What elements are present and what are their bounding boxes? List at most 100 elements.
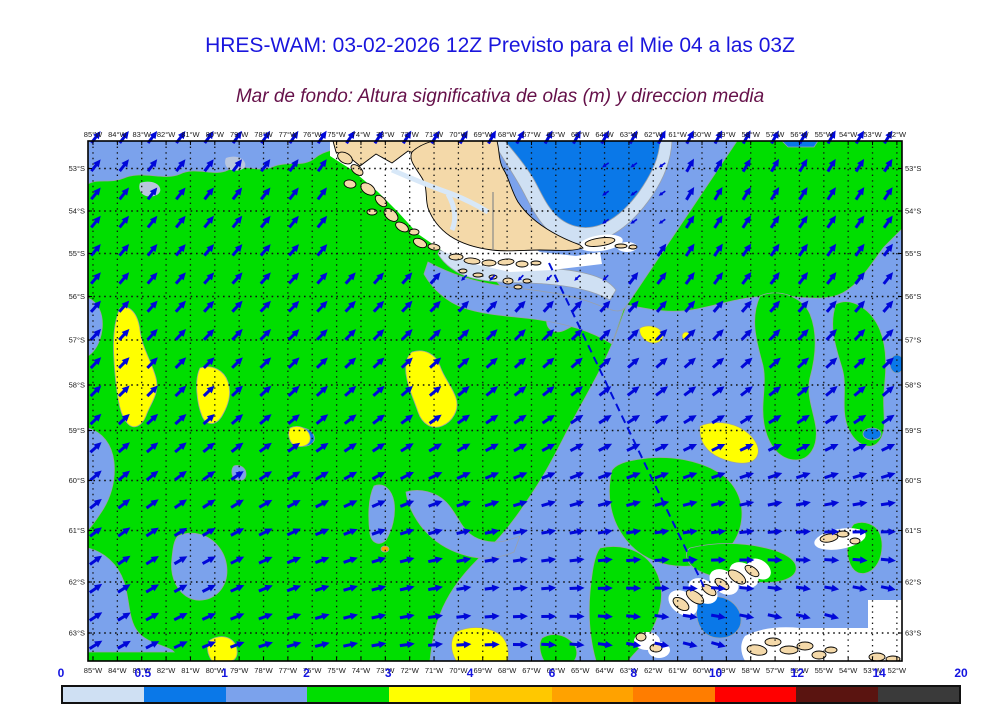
lon-label-top: 64°W bbox=[595, 130, 614, 139]
wave-arrow-head bbox=[264, 499, 273, 507]
wave-arrow-head bbox=[775, 556, 783, 564]
wave-arrow-head bbox=[491, 556, 500, 564]
wave-arrow-head bbox=[321, 641, 330, 649]
wave-arrow-head bbox=[377, 528, 387, 536]
lon-label-bottom: 81°W bbox=[181, 666, 200, 675]
wave-arrow-head bbox=[774, 584, 783, 592]
lon-label-bottom: 77°W bbox=[279, 666, 298, 675]
wave-arrow-head bbox=[235, 471, 244, 479]
colorbar-segment bbox=[796, 687, 878, 702]
wave-arrow-head bbox=[574, 329, 583, 337]
lon-label-top: 54°W bbox=[839, 130, 858, 139]
wave-arrow-head bbox=[405, 471, 414, 479]
wave-arrow-head bbox=[716, 357, 725, 366]
wave-arrow-head bbox=[518, 386, 527, 394]
wave-arrow-head bbox=[263, 272, 271, 281]
island bbox=[463, 257, 481, 265]
wave-arrow-head bbox=[178, 442, 187, 450]
colorbar-segment bbox=[63, 687, 145, 702]
lon-label-top: 52°W bbox=[888, 130, 907, 139]
island bbox=[727, 569, 747, 585]
wave-arrow-head bbox=[746, 500, 755, 508]
wave-arrow-head bbox=[178, 499, 188, 507]
island bbox=[383, 208, 399, 222]
wave-zone-3-4m bbox=[113, 306, 158, 428]
wave-arrow-head bbox=[547, 472, 556, 479]
wave-arrow-head bbox=[744, 386, 753, 394]
wave-arrow-head bbox=[378, 612, 387, 620]
colorbar-segment bbox=[877, 687, 959, 702]
colorbar-segment bbox=[470, 687, 552, 702]
colorbar-segment bbox=[714, 687, 797, 702]
lat-label-right: 58°S bbox=[905, 381, 921, 390]
wave-arrow-head bbox=[463, 612, 472, 620]
wave-arrow-head bbox=[687, 271, 695, 281]
lon-label-top: 57°W bbox=[766, 130, 785, 139]
lon-label-bottom: 72°W bbox=[400, 666, 419, 675]
wave-arrow-head bbox=[234, 329, 243, 337]
wave-arrow-head bbox=[93, 555, 103, 563]
wave-arrow-head bbox=[150, 555, 159, 564]
wave-arrow-head bbox=[687, 130, 694, 139]
wave-arrow-head bbox=[857, 130, 864, 139]
wave-arrow-head bbox=[602, 191, 607, 196]
wave-arrow-head bbox=[432, 130, 440, 139]
lon-label-top: 71°W bbox=[425, 130, 444, 139]
wave-arrow-head bbox=[93, 215, 101, 224]
lon-label-top: 72°W bbox=[400, 130, 419, 139]
island bbox=[849, 537, 861, 545]
wave-arrow-head bbox=[718, 528, 727, 536]
wave-arrow-head bbox=[828, 130, 836, 139]
wave-arrow-head bbox=[573, 130, 581, 139]
island bbox=[744, 564, 760, 578]
island bbox=[408, 228, 420, 236]
wave-arrow-head bbox=[433, 414, 442, 422]
wave-arrow-head bbox=[802, 612, 811, 620]
lat-label-right: 63°S bbox=[905, 629, 921, 638]
wave-arrow-head bbox=[234, 187, 243, 196]
wave-arrow-head bbox=[546, 357, 555, 366]
wave-arrow-head bbox=[744, 329, 753, 337]
wave-arrow-head bbox=[632, 443, 641, 451]
wave-arrow-head bbox=[659, 243, 667, 252]
wave-arrow-head bbox=[491, 612, 500, 620]
wave-arrow-head bbox=[178, 272, 186, 281]
wave-arrow-head bbox=[660, 415, 669, 423]
wave-arrow-head bbox=[633, 528, 642, 536]
wave-arrow-head bbox=[235, 556, 245, 564]
wave-arrow-head bbox=[576, 500, 585, 508]
colorbar bbox=[61, 685, 961, 704]
wave-arrow-head bbox=[857, 243, 865, 252]
lon-label-top: 75°W bbox=[327, 130, 346, 139]
lon-label-bottom: 82°W bbox=[157, 666, 176, 675]
wave-zone-4-6m bbox=[380, 545, 390, 553]
wave-arrow-head bbox=[687, 243, 695, 252]
lon-label-bottom: 80°W bbox=[206, 666, 225, 675]
wave-arrow-head bbox=[463, 556, 472, 564]
wave-arrow-head bbox=[349, 500, 358, 507]
wave-arrow-head bbox=[632, 500, 641, 508]
lon-label-bottom: 53°W bbox=[863, 666, 882, 675]
wave-arrow-head bbox=[689, 500, 698, 508]
wave-arrow-head bbox=[831, 584, 840, 592]
lon-label-bottom: 69°W bbox=[474, 666, 493, 675]
wave-arrow-head bbox=[93, 300, 101, 309]
lon-label-bottom: 65°W bbox=[571, 666, 590, 675]
lon-label-bottom: 73°W bbox=[376, 666, 395, 675]
lon-label-top: 77°W bbox=[279, 130, 298, 139]
wave-arrow-head bbox=[800, 187, 808, 196]
wave-arrow-head bbox=[348, 443, 357, 451]
wave-arrow-head bbox=[489, 300, 498, 309]
wave-arrow-head bbox=[887, 500, 896, 508]
wave-arrow-head bbox=[859, 556, 868, 564]
wave-arrow-head bbox=[377, 443, 386, 451]
wave-arrow-head bbox=[857, 187, 865, 196]
wave-zone-1-2m bbox=[405, 490, 521, 559]
colorbar-segment bbox=[225, 687, 308, 702]
wave-arrow-head bbox=[178, 385, 187, 394]
wave-arrow-head bbox=[491, 584, 500, 592]
colorbar-value: 20 bbox=[954, 666, 968, 680]
island bbox=[412, 237, 428, 249]
wave-arrow-head bbox=[715, 271, 724, 281]
wave-arrow-head bbox=[887, 471, 896, 479]
